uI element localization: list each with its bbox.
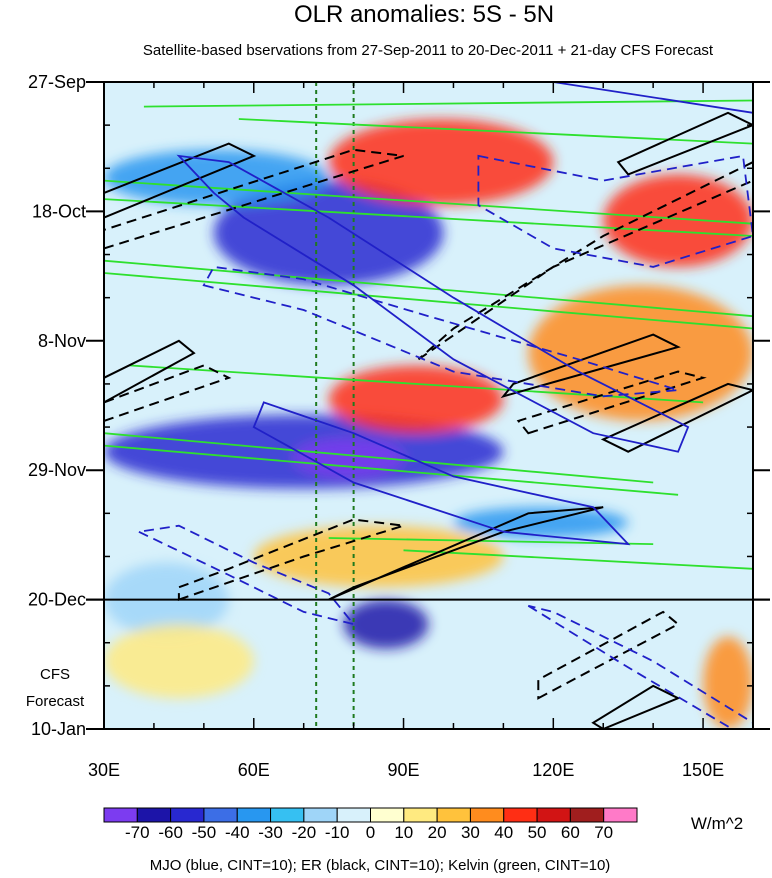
er-contours [104, 111, 753, 729]
anomaly-pos-east-jan [703, 636, 753, 729]
anomaly-pos-west-jan [104, 624, 254, 699]
er-contour-12 [516, 370, 707, 435]
kelvin-contour-5 [104, 272, 753, 330]
colorbar-swatch-15 [603, 807, 638, 823]
colorbar-swatch-9 [403, 807, 438, 823]
colorbar-label-20: 20 [428, 823, 447, 842]
chart-subtitle: Satellite-based bservations from 27-Sep-… [143, 42, 714, 59]
y-tick-label-20-Dec: 20-Dec [28, 590, 86, 610]
er-contour-5 [600, 382, 753, 453]
colorbar-label-40: 40 [494, 823, 513, 842]
colorbar-labels: -70 -60 -50 -40 -30 -20 -10 0 10 20 30 40 50 60 70 [125, 823, 613, 842]
chart-title: OLR anomalies: 5S - 5N [294, 1, 554, 28]
kelvin-contour-10 [403, 549, 753, 570]
er-contour-1 [104, 339, 196, 404]
anomaly-neg-fcst-jan [343, 599, 429, 649]
mjo-contour-3 [477, 154, 753, 268]
anomaly-pos-top-oct [328, 118, 554, 206]
mjo-contour-0 [176, 154, 690, 453]
colorbar-label--30: -30 [258, 823, 283, 842]
colorbar-label-70: 70 [594, 823, 613, 842]
y-tick-label-27-Sep: 27-Sep [28, 72, 86, 92]
x-tick-label-120E: 120E [532, 760, 574, 780]
colorbar-swatch-11 [469, 807, 505, 823]
colorbar-swatch-1 [136, 807, 172, 823]
kelvin-contour-7 [104, 432, 654, 484]
anomaly-neg-band-oct [213, 180, 444, 286]
anomaly-pos-east-nov [528, 285, 753, 421]
kelvin-contour-9 [328, 537, 654, 545]
colorbar-unit: W/m^2 [691, 814, 743, 833]
reference-lines [315, 82, 355, 729]
y-tick-label-29-Nov: 29-Nov [28, 460, 86, 480]
colorbar-label--10: -10 [325, 823, 350, 842]
colorbar-swatch-5 [270, 807, 305, 823]
x-tick-labels: 30E 60E 90E 120E 150E [88, 760, 724, 780]
colorbar-swatch-8 [370, 807, 405, 823]
colorbar-swatch-7 [336, 807, 371, 823]
colorbar-label-10: 10 [394, 823, 413, 842]
x-tick-label-150E: 150E [682, 760, 724, 780]
forecast-label-line1: CFS [40, 666, 70, 683]
er-contour-9 [417, 160, 753, 361]
anomaly-neg-band-oct-west [104, 149, 329, 206]
colorbar-label--50: -50 [192, 823, 217, 842]
er-contour-3 [328, 506, 604, 601]
mjo-contour-4 [135, 524, 356, 626]
colorbar-label-0: 0 [366, 823, 375, 842]
y-tick-label-8-Nov: 8-Nov [38, 331, 86, 351]
anomaly-pos-east-oct [603, 174, 753, 267]
y-tick-labels: 27-Sep 18-Oct 8-Nov 29-Nov 20-Dec 10-Jan [28, 72, 86, 739]
colorbar-swatch-3 [203, 807, 238, 823]
x-tick-label-90E: 90E [388, 760, 420, 780]
er-contour-0 [104, 142, 257, 219]
forecast-label-line2: Forecast [26, 693, 85, 710]
mjo-contours [135, 82, 753, 729]
mjo-contour-6 [553, 82, 753, 114]
colorbar-label-60: 60 [561, 823, 580, 842]
er-contour-4 [616, 111, 753, 176]
x-tick-label-60E: 60E [238, 760, 270, 780]
colorbar [103, 807, 638, 823]
colorbar-label-30: 30 [461, 823, 480, 842]
colorbar-label--20: -20 [292, 823, 317, 842]
er-contour-7 [104, 148, 404, 250]
kelvin-contour-8 [104, 444, 679, 496]
plot-area [104, 82, 753, 729]
contour-legend: MJO (blue, CINT=10); ER (black, CINT=10)… [150, 857, 611, 874]
colorbar-swatch-10 [436, 807, 471, 823]
kelvin-contour-0 [143, 99, 753, 108]
colorbar-swatch-0 [103, 807, 138, 823]
colorbar-swatch-6 [303, 807, 338, 823]
colorbar-label-50: 50 [528, 823, 547, 842]
colorbar-label--40: -40 [225, 823, 250, 842]
colorbar-swatch-12 [503, 807, 538, 823]
er-contour-10 [177, 518, 404, 602]
y-tick-label-18-Oct: 18-Oct [32, 201, 86, 221]
x-tick-label-30E: 30E [88, 760, 120, 780]
er-contour-2 [500, 333, 681, 399]
mjo-contour-2 [202, 265, 679, 398]
colorbar-swatch-14 [569, 807, 605, 823]
colorbar-label--70: -70 [125, 823, 150, 842]
colorbar-swatch-2 [170, 807, 205, 823]
er-contour-11 [537, 610, 680, 700]
mjo-contour-1 [252, 401, 631, 546]
colorbar-swatch-13 [536, 807, 571, 823]
er-contour-8 [104, 364, 232, 422]
axis-ticks [86, 81, 770, 730]
kelvin-contour-3 [104, 198, 753, 237]
plot-frame [103, 81, 754, 730]
colorbar-swatch-4 [236, 807, 272, 823]
mjo-contour-5 [527, 604, 753, 729]
anomaly-pos-nov [328, 365, 504, 434]
anomaly-neg-center-nov [293, 439, 404, 477]
y-tick-label-10-Jan: 10-Jan [31, 719, 86, 739]
er-contour-6 [591, 684, 681, 729]
colorbar-label--60: -60 [158, 823, 183, 842]
